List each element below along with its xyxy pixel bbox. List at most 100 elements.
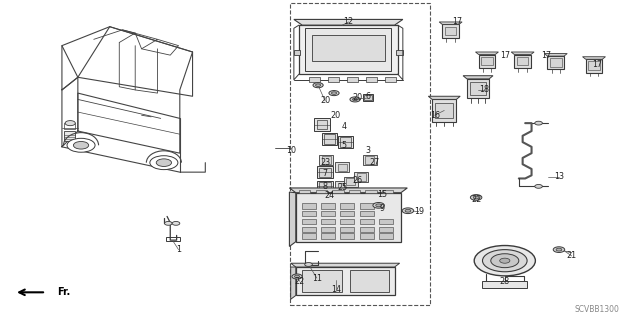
Bar bbox=[338, 136, 353, 148]
Bar bbox=[321, 211, 335, 216]
Polygon shape bbox=[289, 188, 407, 193]
Bar bbox=[396, 50, 403, 55]
Text: 22: 22 bbox=[471, 195, 481, 204]
Bar bbox=[302, 211, 316, 216]
Bar bbox=[332, 189, 344, 193]
Circle shape bbox=[500, 258, 510, 263]
Text: 16: 16 bbox=[429, 111, 440, 120]
Text: 9: 9 bbox=[380, 204, 385, 213]
Bar bbox=[363, 155, 377, 165]
Text: Fr.: Fr. bbox=[58, 287, 70, 297]
Circle shape bbox=[305, 263, 312, 266]
Bar bbox=[483, 281, 527, 287]
Bar bbox=[481, 57, 493, 65]
Bar bbox=[360, 211, 374, 216]
Polygon shape bbox=[463, 76, 493, 79]
Bar bbox=[355, 172, 369, 182]
Circle shape bbox=[473, 196, 479, 199]
Text: 7: 7 bbox=[323, 169, 328, 178]
Circle shape bbox=[294, 275, 300, 278]
Circle shape bbox=[353, 98, 358, 101]
Polygon shape bbox=[299, 25, 397, 74]
Bar bbox=[360, 227, 374, 232]
Bar bbox=[360, 204, 374, 209]
Text: 23: 23 bbox=[320, 158, 330, 167]
Circle shape bbox=[329, 91, 339, 96]
Bar bbox=[340, 227, 355, 232]
Bar bbox=[338, 182, 347, 190]
Bar bbox=[319, 155, 333, 165]
Circle shape bbox=[292, 274, 302, 279]
Bar bbox=[64, 123, 76, 130]
Text: 19: 19 bbox=[413, 207, 424, 216]
Circle shape bbox=[74, 141, 89, 149]
Text: 17: 17 bbox=[541, 51, 551, 60]
Circle shape bbox=[402, 208, 413, 214]
Bar bbox=[364, 95, 372, 100]
Bar bbox=[363, 94, 373, 101]
Bar bbox=[357, 173, 366, 181]
Text: 24: 24 bbox=[324, 191, 335, 200]
Circle shape bbox=[535, 184, 542, 188]
Bar bbox=[322, 133, 337, 145]
Text: 25: 25 bbox=[337, 183, 348, 192]
Bar bbox=[317, 120, 327, 130]
Circle shape bbox=[491, 254, 519, 268]
Circle shape bbox=[535, 121, 542, 125]
Polygon shape bbox=[305, 28, 392, 71]
Text: 26: 26 bbox=[352, 175, 362, 185]
Text: 17: 17 bbox=[452, 18, 462, 26]
Circle shape bbox=[65, 121, 76, 126]
Bar bbox=[550, 58, 561, 67]
Polygon shape bbox=[476, 52, 499, 55]
Bar bbox=[470, 82, 486, 95]
Circle shape bbox=[556, 248, 562, 251]
Text: 28: 28 bbox=[500, 277, 510, 286]
Circle shape bbox=[164, 221, 172, 225]
Polygon shape bbox=[582, 57, 605, 59]
Bar bbox=[302, 204, 316, 209]
Bar bbox=[321, 234, 335, 239]
Circle shape bbox=[483, 250, 527, 272]
Polygon shape bbox=[511, 52, 534, 55]
Polygon shape bbox=[296, 267, 394, 295]
Bar bbox=[435, 103, 453, 118]
Bar bbox=[290, 3, 430, 305]
Bar bbox=[324, 134, 335, 144]
Bar bbox=[299, 189, 310, 193]
Circle shape bbox=[405, 209, 411, 212]
Text: 13: 13 bbox=[554, 172, 564, 182]
Circle shape bbox=[156, 159, 172, 167]
Polygon shape bbox=[547, 56, 564, 69]
Bar bbox=[379, 219, 393, 224]
Text: 11: 11 bbox=[312, 274, 322, 283]
Circle shape bbox=[470, 195, 482, 200]
Bar bbox=[379, 234, 393, 239]
Polygon shape bbox=[467, 79, 489, 98]
Circle shape bbox=[332, 92, 337, 94]
Bar bbox=[346, 178, 355, 185]
Text: 27: 27 bbox=[369, 158, 380, 167]
Bar bbox=[338, 164, 347, 171]
Text: 12: 12 bbox=[344, 18, 354, 26]
Bar bbox=[349, 189, 360, 193]
Bar bbox=[302, 270, 342, 292]
Bar bbox=[365, 188, 380, 198]
Text: 1: 1 bbox=[176, 245, 181, 254]
Text: 21: 21 bbox=[566, 251, 577, 260]
Polygon shape bbox=[515, 55, 531, 68]
Polygon shape bbox=[428, 96, 460, 100]
Text: 3: 3 bbox=[365, 145, 371, 154]
Bar bbox=[317, 167, 333, 178]
Polygon shape bbox=[479, 55, 495, 68]
Bar bbox=[347, 77, 358, 82]
Circle shape bbox=[172, 221, 180, 225]
Bar bbox=[321, 204, 335, 209]
Bar bbox=[340, 204, 355, 209]
Text: 14: 14 bbox=[331, 285, 341, 294]
Circle shape bbox=[67, 138, 95, 152]
Bar bbox=[368, 189, 377, 197]
Bar bbox=[382, 189, 394, 193]
Polygon shape bbox=[291, 267, 296, 299]
Text: 4: 4 bbox=[342, 122, 347, 131]
